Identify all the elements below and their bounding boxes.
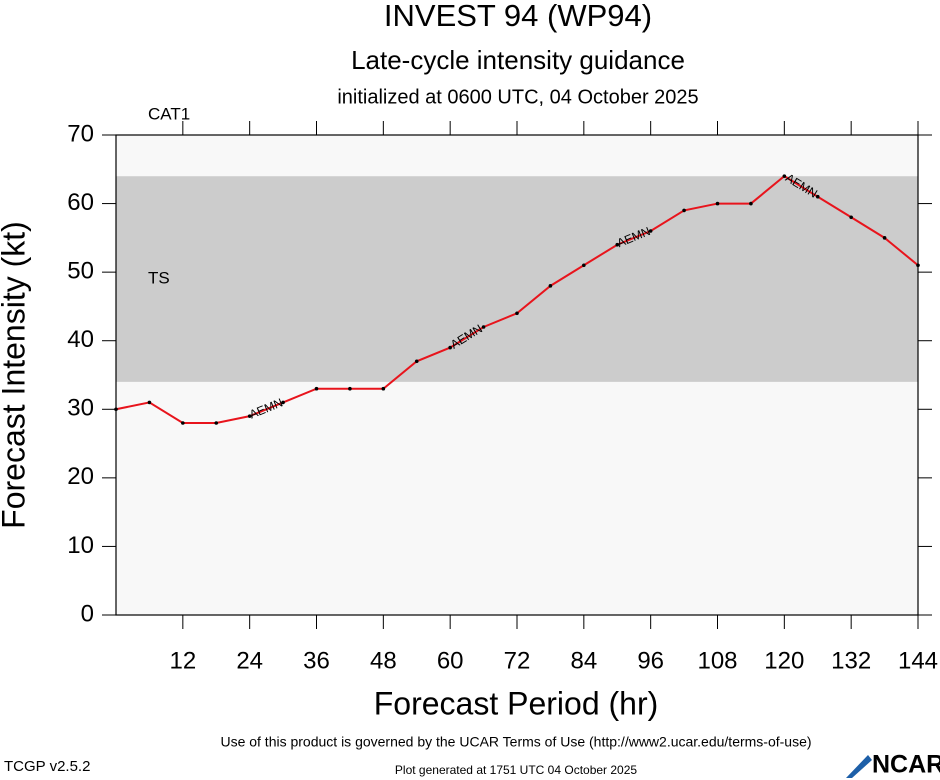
data-point	[147, 400, 152, 405]
data-point	[314, 386, 319, 391]
data-point	[414, 359, 419, 364]
data-point	[782, 174, 787, 178]
data-point	[715, 201, 720, 206]
x-axis-title: Forecast Period (hr)	[374, 685, 659, 721]
y-tick-label: 50	[67, 257, 94, 284]
x-tick-label: 48	[370, 647, 397, 674]
y-axis-title: Forecast Intensity (kt)	[0, 221, 31, 529]
data-point	[648, 229, 653, 233]
data-point	[281, 400, 285, 405]
x-tick-label: 120	[764, 647, 804, 674]
band-label: TS	[148, 269, 170, 288]
y-tick-label: 70	[67, 120, 94, 147]
x-tick-label: 96	[637, 647, 664, 674]
logo-mark	[846, 755, 872, 778]
data-point	[682, 208, 686, 213]
init-time: initialized at 0600 UTC, 04 October 2025	[337, 86, 698, 108]
y-tick-label: 10	[67, 532, 94, 559]
y-tick-label: 20	[67, 463, 94, 490]
y-tick-label: 30	[67, 395, 94, 422]
x-tick-label: 132	[831, 647, 871, 674]
x-tick-label: 12	[169, 647, 196, 674]
data-point	[247, 414, 252, 418]
x-tick-label: 84	[570, 647, 597, 674]
data-point	[815, 194, 820, 199]
y-tick-label: 40	[67, 326, 94, 353]
data-point	[882, 236, 887, 240]
data-point	[849, 215, 853, 220]
logo: NCAR	[872, 751, 940, 779]
intensity-band	[116, 176, 918, 382]
generated: Plot generated at 1751 UTC 04 October 20…	[395, 763, 637, 777]
data-point	[214, 421, 219, 425]
chart-title: INVEST 94 (WP94)	[384, 0, 652, 33]
data-point	[381, 386, 386, 391]
x-tick-label: 36	[303, 647, 330, 674]
data-point	[582, 263, 586, 268]
intensity-band	[116, 135, 918, 177]
x-tick-label: 60	[437, 647, 464, 674]
x-tick-label: 144	[898, 647, 938, 674]
data-point	[448, 345, 452, 350]
x-tick-label: 24	[236, 647, 263, 674]
data-point	[348, 386, 352, 391]
data-point	[615, 242, 620, 247]
data-point	[548, 284, 553, 288]
data-point	[181, 421, 185, 425]
band-label: CAT1	[148, 104, 190, 123]
data-point	[749, 201, 753, 206]
data-point	[515, 311, 519, 316]
data-point	[481, 325, 486, 329]
data-point	[916, 263, 920, 268]
y-tick-label: 60	[67, 189, 94, 216]
data-point	[114, 407, 118, 412]
chart-subtitle: Late-cycle intensity guidance	[351, 45, 685, 75]
y-tick-label: 0	[81, 600, 94, 627]
x-tick-label: 72	[504, 647, 531, 674]
x-tick-label: 108	[697, 647, 737, 674]
footer: Use of this product is governed by the U…	[220, 734, 811, 750]
version: TCGP v2.5.2	[4, 758, 90, 775]
